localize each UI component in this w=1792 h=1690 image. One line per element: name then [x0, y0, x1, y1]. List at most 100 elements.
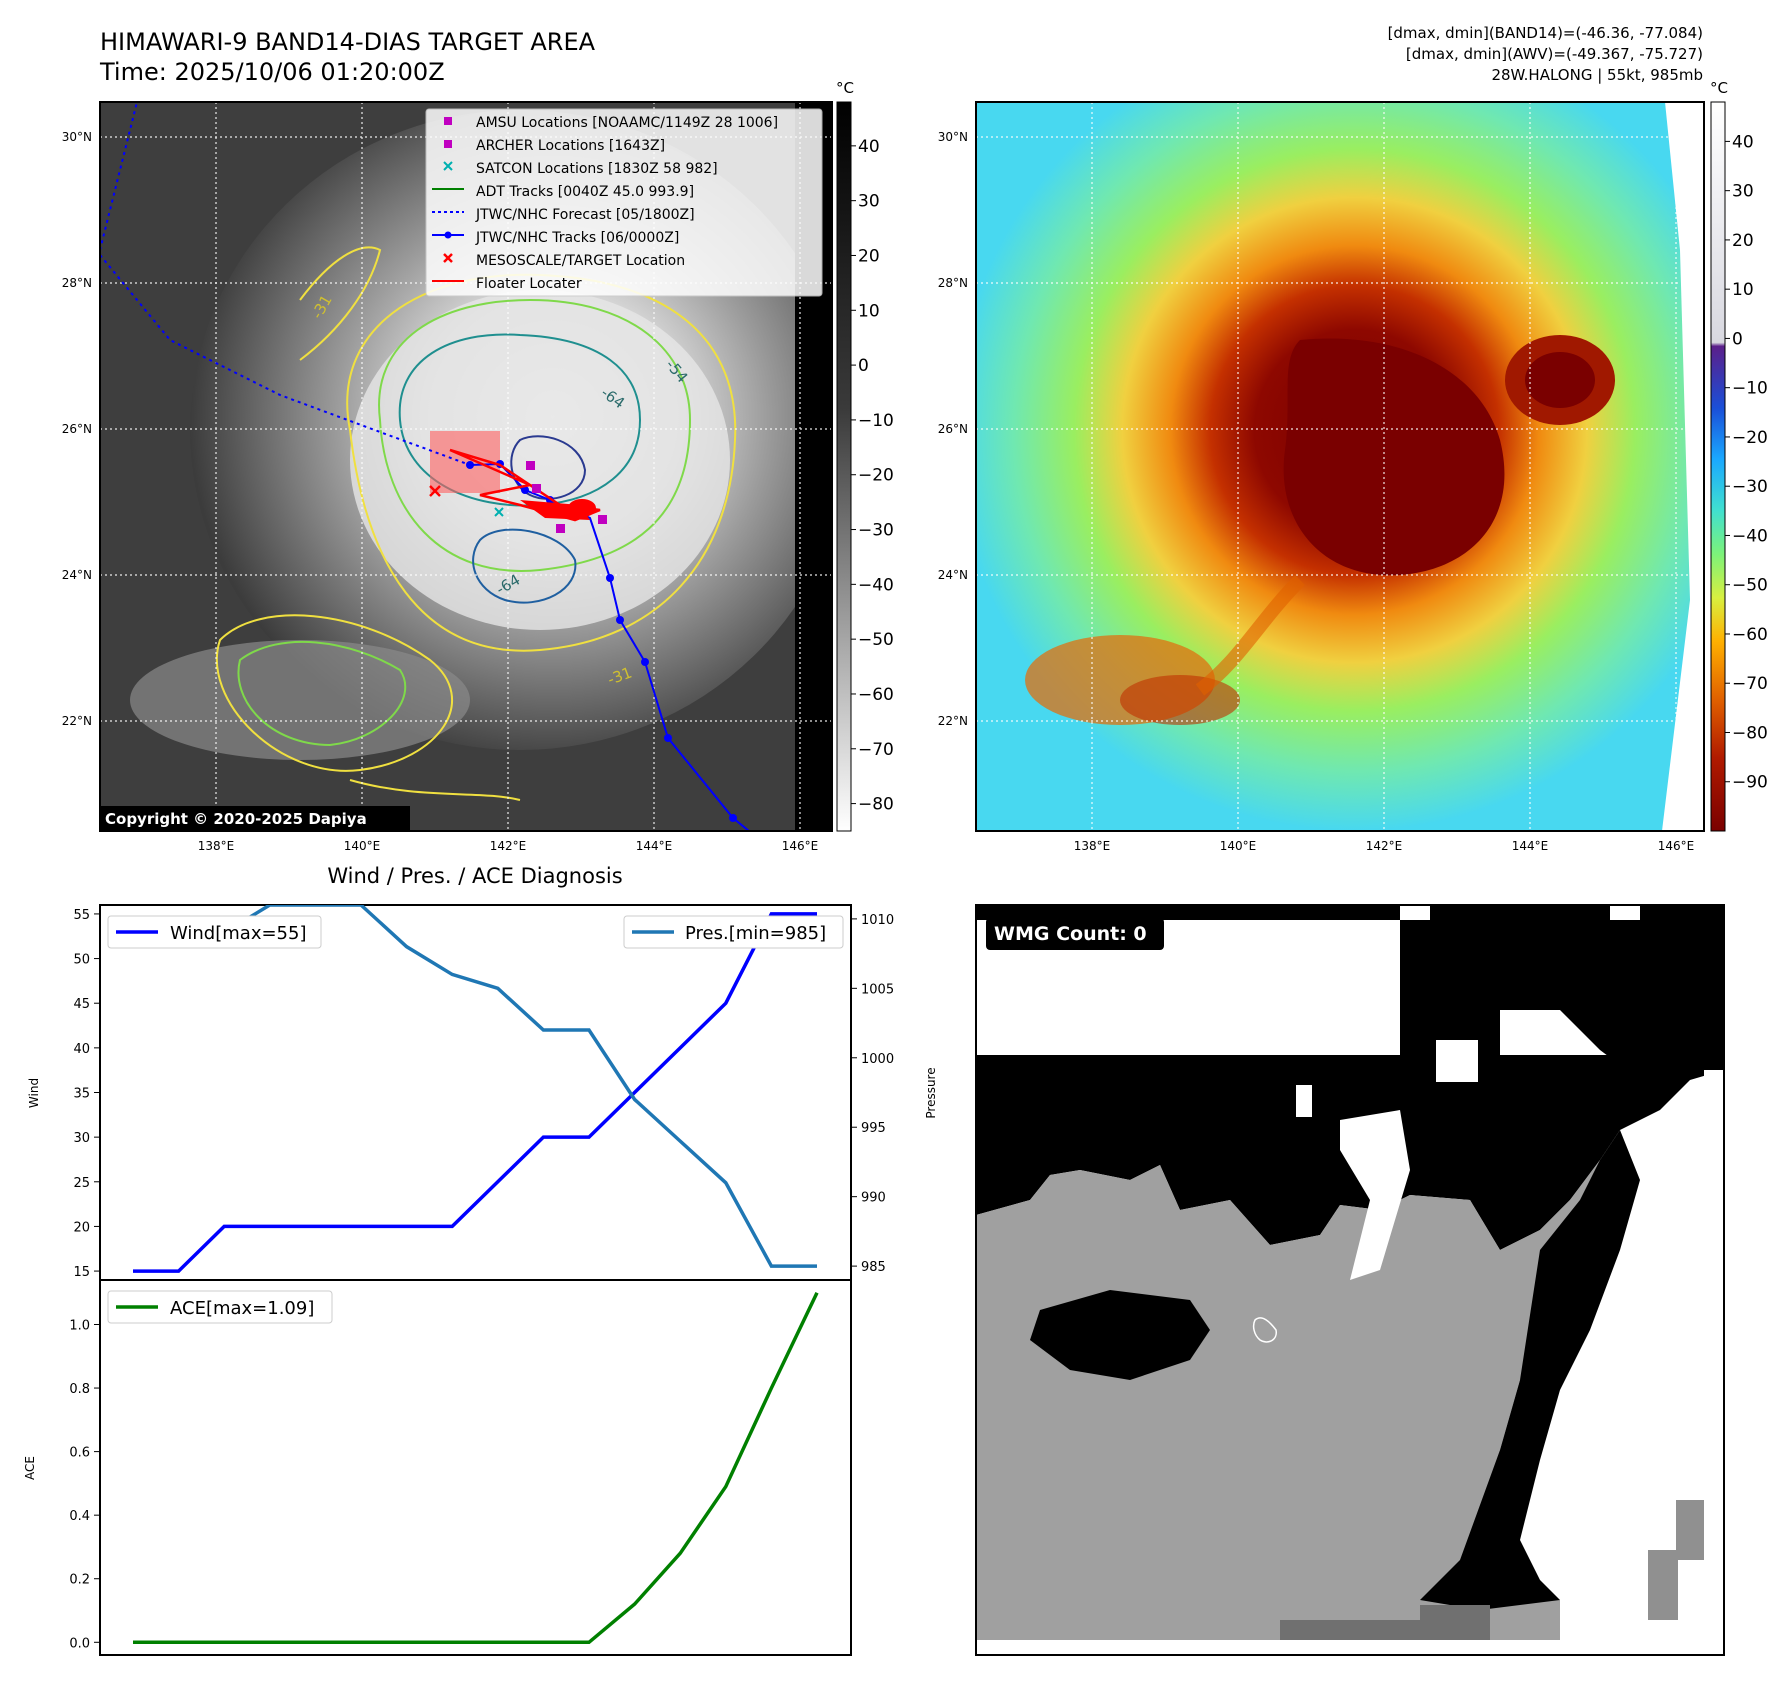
color-colorbar: °C [1710, 79, 1728, 832]
y-tick-label: 0.2 [69, 1573, 90, 1588]
wind-pres-plot-frame [99, 904, 852, 1281]
colorbar-tick-label: −40 [858, 575, 894, 595]
ace-axis-label: ACE [23, 1456, 37, 1480]
ace-legend-label: ACE[max=1.09] [170, 1298, 314, 1319]
lat-label: 22°N [938, 714, 968, 728]
colorbar-tick-label: −20 [1732, 428, 1768, 448]
colorbar-tick-label: −70 [858, 740, 894, 760]
y-tick-label: 40 [73, 1042, 90, 1057]
lon-label: 144°E [1512, 839, 1549, 853]
wmg-panel: WMG Count: 0 [976, 905, 1724, 1655]
satcon-marker [494, 507, 504, 517]
ace-series-line [133, 1291, 819, 1645]
y-tick-label: 1.0 [69, 1318, 90, 1333]
y2-tick-label: 995 [861, 1121, 886, 1136]
legend-label: JTWC/NHC Forecast [05/1800Z] [475, 207, 695, 223]
wind-legend-label: Wind[max=55] [170, 923, 307, 944]
lat-label: 30°N [938, 130, 968, 144]
wind-axis-label: Wind [27, 1078, 41, 1108]
y2-tick-label: 1000 [861, 1052, 894, 1067]
colorbar-tick-label: −50 [858, 630, 894, 650]
y-tick-label: 55 [73, 908, 90, 923]
y2-tick-label: 1005 [861, 982, 894, 997]
legend-label: SATCON Locations [1830Z 58 982] [476, 161, 718, 177]
y-tick-label: 50 [73, 953, 90, 968]
colorbar-tick-label: −80 [1732, 723, 1768, 743]
pressure-axis-label: Pressure [924, 1067, 938, 1118]
colorbar-tick-label: 30 [858, 192, 880, 212]
jtwc-forecast-track [100, 254, 471, 466]
colorbar-tick-label: −60 [1732, 625, 1768, 645]
archer-legend-icon [444, 140, 452, 148]
wind-series-line [133, 912, 817, 1273]
legend-label: AMSU Locations [NOAAMC/1149Z 28 1006] [476, 115, 778, 131]
wmg-label-box [986, 918, 1164, 950]
colorbar-tick-label: −30 [1732, 477, 1768, 497]
colorbar-tick-label: −20 [858, 466, 894, 486]
mesoscale-target-marker [429, 485, 441, 497]
lat-label: 30°N [62, 130, 92, 144]
colorbar-tick-label: −60 [858, 685, 894, 705]
lon-label: 146°E [782, 839, 819, 853]
target-legend-icon [443, 253, 453, 263]
colorbar-tick-label: −90 [1732, 773, 1768, 793]
colorbar-tick-label: 10 [858, 301, 880, 321]
y-tick-label: 35 [73, 1087, 90, 1102]
storm-center-contour [1252, 1317, 1277, 1343]
y-tick-label: 0.4 [69, 1509, 90, 1524]
legend-label: ARCHER Locations [1643Z] [476, 138, 665, 154]
lon-label: 144°E [636, 839, 673, 853]
band14-stats: [dmax, dmin](BAND14)=(-46.36, -77.084) [1388, 24, 1703, 42]
y-tick-label: 0.0 [69, 1636, 90, 1651]
y-tick-label: 25 [73, 1176, 90, 1191]
colorbar-unit: °C [836, 79, 854, 97]
satcon-legend-icon [443, 161, 453, 171]
floater-locater-track [449, 448, 601, 522]
ace-legend: ACE[max=1.09] [107, 1290, 333, 1324]
y2-tick-label: 990 [861, 1191, 886, 1206]
wind-legend: Wind[max=55] [107, 915, 322, 949]
lon-label: 140°E [344, 839, 381, 853]
amsu-legend-icon [444, 117, 452, 125]
awv-stats: [dmax, dmin](AWV)=(-49.367, -75.727) [1406, 45, 1703, 63]
ace-plot-frame [99, 1279, 852, 1656]
color-ir-map [976, 102, 1704, 831]
storm-info: 28W.HALONG | 55kt, 985mb [1491, 66, 1703, 84]
colorbar-tick-label: 0 [858, 356, 869, 376]
track-legend-icon [432, 231, 464, 239]
colorbar-tick-label: 40 [858, 137, 880, 157]
colorbar-tick-label: −40 [1732, 526, 1768, 546]
lat-label: 24°N [62, 568, 92, 582]
y-tick-label: 20 [73, 1220, 90, 1235]
legend-label: MESOSCALE/TARGET Location [476, 253, 685, 269]
lat-label: 28°N [938, 276, 968, 290]
y2-tick-label: 1010 [861, 913, 894, 928]
colorbar-tick-label: −10 [1732, 379, 1768, 399]
lat-label: 28°N [62, 276, 92, 290]
legend-label: Floater Locater [476, 276, 582, 292]
figure-time: Time: 2025/10/06 01:20:00Z [99, 58, 445, 86]
lon-label: 142°E [490, 839, 527, 853]
colorbar-tick-label: 20 [858, 246, 880, 266]
lat-label: 24°N [938, 568, 968, 582]
y2-tick-label: 985 [861, 1260, 886, 1275]
colorbar-tick-label: −70 [1732, 674, 1768, 694]
lat-label: 26°N [62, 422, 92, 436]
copyright-box [100, 806, 410, 830]
pressure-legend-label: Pres.[min=985] [685, 923, 826, 944]
y-tick-label: 0.8 [69, 1382, 90, 1397]
legend-label: JTWC/NHC Tracks [06/0000Z] [475, 230, 679, 246]
colorbar-tick-label: 10 [1732, 280, 1754, 300]
colorbar-tick-label: −80 [858, 795, 894, 815]
diagnosis-title: Wind / Pres. / ACE Diagnosis [327, 864, 622, 888]
lon-label: 146°E [1658, 839, 1695, 853]
lat-label: 22°N [62, 714, 92, 728]
colorbar-tick-label: 20 [1732, 231, 1754, 251]
lon-label: 142°E [1366, 839, 1403, 853]
lon-label: 138°E [1074, 839, 1111, 853]
colorbar-tick-label: 30 [1732, 182, 1754, 202]
gray-colorbar: °C [836, 79, 854, 832]
colorbar-tick-label: 0 [1732, 329, 1743, 349]
legend-label: ADT Tracks [0040Z 45.0 993.9] [476, 184, 694, 200]
